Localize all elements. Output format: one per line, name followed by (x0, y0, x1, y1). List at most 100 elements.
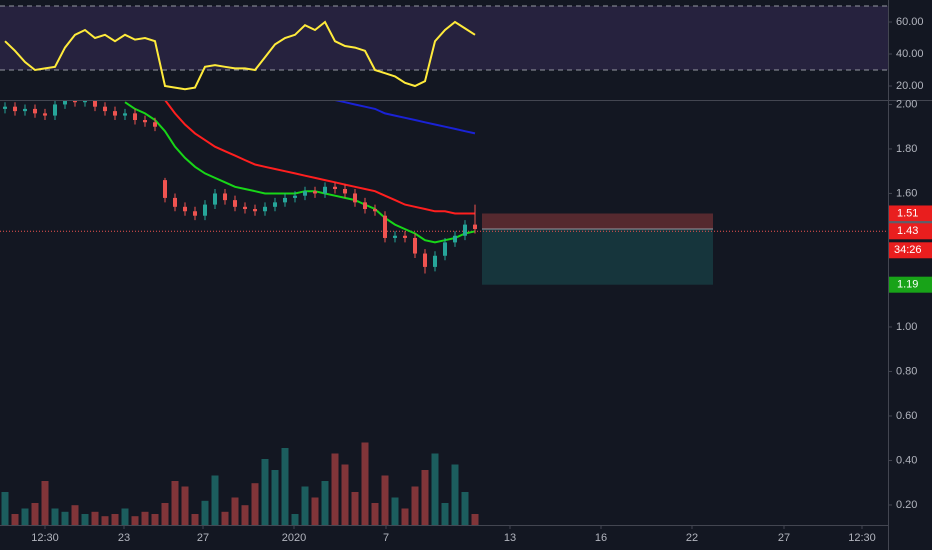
candle-body (113, 111, 117, 116)
volume-bar (271, 470, 279, 525)
volume-bar (31, 503, 39, 525)
candle-body (313, 191, 317, 194)
candle-body (83, 100, 87, 103)
volume-bar (411, 486, 419, 525)
x-tick-label: 2020 (282, 532, 306, 544)
candle-body (183, 206, 187, 212)
price-pane (0, 100, 888, 525)
volume-bar (281, 448, 289, 525)
candle-body (453, 235, 457, 243)
volume-bar (101, 516, 109, 525)
candle-body (13, 106, 17, 112)
volume-bar (311, 497, 319, 525)
volume-bar (421, 470, 429, 525)
candle-body (463, 224, 467, 236)
x-tick-label: 16 (595, 532, 607, 544)
volume-bar (371, 503, 379, 525)
candle-body (123, 113, 127, 116)
candle-body (443, 242, 447, 256)
position-reward (482, 229, 713, 285)
volume-bar (301, 486, 309, 525)
moving-average (164, 100, 475, 215)
volume-bar (21, 508, 29, 525)
rsi-tick-label: 20.00 (896, 80, 924, 92)
x-tick-label: 13 (504, 532, 516, 544)
x-tick-label: 27 (197, 532, 209, 544)
candle-body (293, 195, 297, 198)
volume-bar (381, 475, 389, 525)
rsi-line (4, 20, 476, 91)
volume-bar (351, 492, 359, 525)
volume-bar (401, 508, 409, 525)
rsi-tick-label: 60.00 (896, 16, 924, 28)
volume-bar (431, 453, 439, 525)
price-badge (889, 276, 932, 293)
candle-body (43, 113, 47, 116)
candle-body (3, 106, 7, 109)
candle-body (233, 200, 237, 207)
candle-body (253, 209, 257, 212)
candle-body (433, 255, 437, 267)
position-risk (482, 213, 713, 230)
candle-body (33, 108, 37, 114)
y-tick-label: 0.60 (896, 410, 917, 422)
x-tick-label: 22 (686, 532, 698, 544)
candle-body (163, 180, 167, 198)
candle-body (373, 209, 377, 212)
candle-body (143, 120, 147, 123)
volume-bar (1, 492, 9, 525)
x-tick-label: 27 (778, 532, 790, 544)
volume-bar (391, 497, 399, 525)
candle-body (393, 235, 397, 238)
candle-body (223, 193, 227, 201)
volume-bar (251, 483, 259, 525)
volume-bar (51, 508, 59, 525)
rsi-tick-label: 40.00 (896, 48, 924, 60)
candle-body (423, 253, 427, 267)
candle-body (63, 100, 67, 105)
volume-bar (181, 486, 189, 525)
volume-bar (11, 514, 19, 525)
price-badge (889, 205, 932, 222)
volume-bar (331, 453, 339, 525)
volume-bar (41, 481, 49, 525)
candle-body (263, 206, 267, 212)
candle-body (203, 204, 207, 216)
volume-bar (131, 516, 139, 525)
candle-body (403, 235, 407, 238)
candle-body (323, 186, 327, 194)
volume-bar (291, 514, 299, 525)
volume-bar (211, 475, 219, 525)
y-tick-label: 1.00 (896, 321, 917, 333)
candle-body (473, 224, 477, 230)
candle-body (23, 108, 27, 112)
candle-body (363, 202, 367, 210)
volume-bar (451, 464, 459, 525)
y-tick-label: 1.80 (896, 143, 917, 155)
price-badge-label: 1.19 (897, 279, 918, 291)
countdown-label: 34:26 (894, 244, 922, 256)
y-tick-label: 0.80 (896, 365, 917, 377)
price-badge (889, 223, 932, 240)
candle-body (93, 100, 97, 107)
volume-bar (141, 511, 149, 525)
volume-bar (111, 514, 119, 525)
volume-bar (261, 459, 269, 525)
volume-bar (241, 505, 249, 525)
candle-body (213, 193, 217, 205)
rsi-pane (0, 5, 888, 91)
candle-body (193, 211, 197, 216)
moving-average (124, 101, 476, 244)
volume-bar (121, 508, 129, 525)
candle-body (353, 193, 357, 203)
price-badge-label: 1.51 (897, 207, 918, 219)
volume-bar (441, 503, 449, 525)
candle-body (53, 104, 57, 116)
candle-body (273, 202, 277, 207)
candle-body (243, 206, 247, 210)
x-tick-label: 7 (383, 532, 389, 544)
y-tick-label: 2.00 (896, 98, 917, 110)
